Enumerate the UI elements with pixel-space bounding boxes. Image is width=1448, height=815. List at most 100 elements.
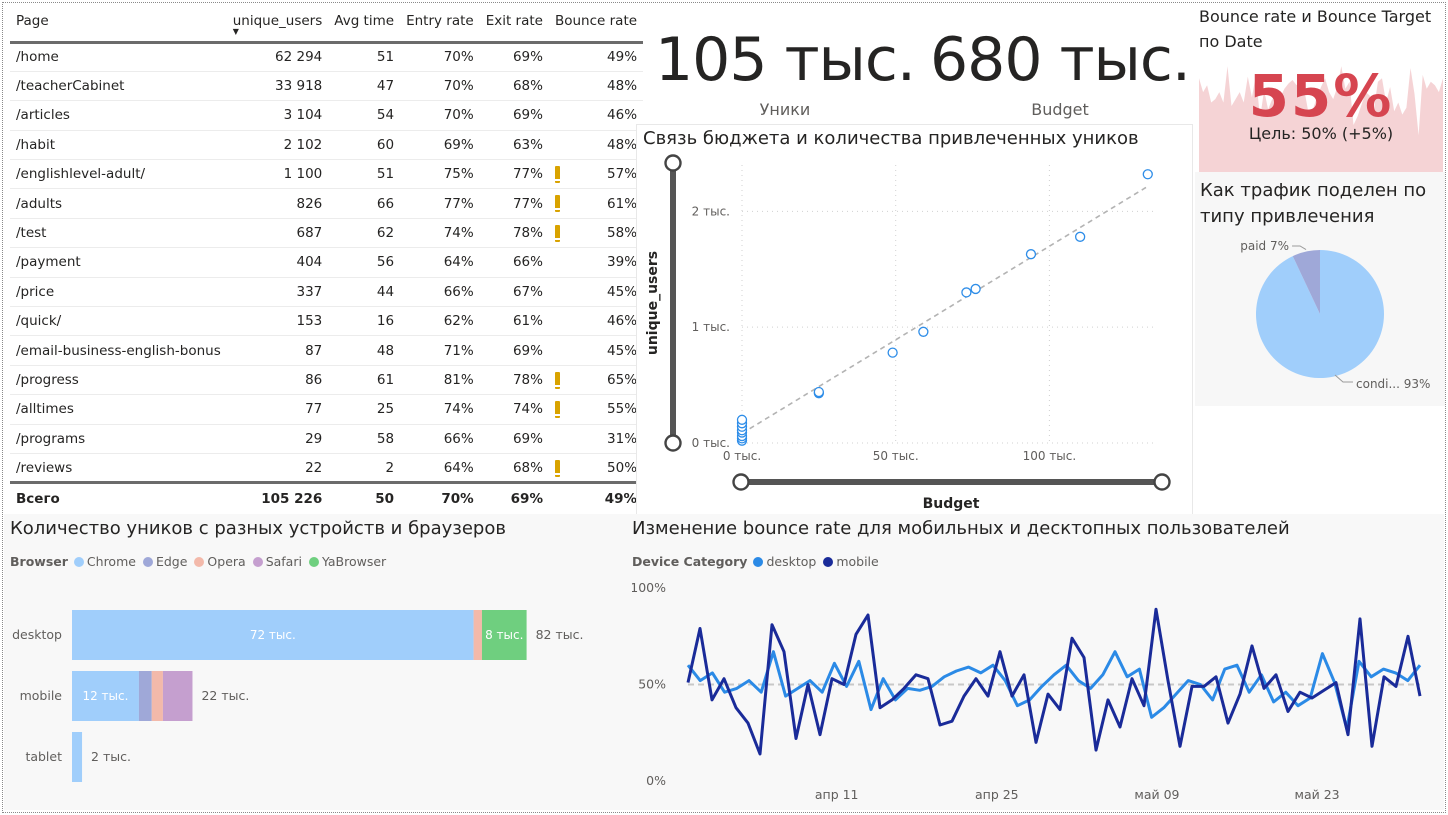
scatter-point[interactable] (813, 386, 825, 398)
scatter-point[interactable] (918, 326, 929, 337)
bounce-rate-value: 46% (607, 107, 638, 124)
entry-rate-cell: 64% (400, 247, 480, 278)
bar-legend-item-safari[interactable]: Safari (252, 554, 302, 569)
bar-segment-mobile-chrome[interactable] (72, 671, 139, 721)
x-range-slider-handle-right[interactable] (1153, 473, 1171, 491)
line-legend-item-desktop[interactable]: desktop (753, 554, 816, 569)
line-y-tick-label: 100% (632, 580, 666, 595)
total-avg-time: 50 (375, 491, 395, 508)
bounce-rate-cell: 48% (548, 130, 644, 161)
avg-time-cell: 2 (328, 453, 401, 484)
page-cell: /home (10, 42, 227, 72)
bounce-rate-value: 46% (607, 313, 638, 330)
col-unique-users-header[interactable]: unique_users ▼ (227, 6, 329, 42)
exit-rate-cell: 66% (479, 247, 549, 278)
bounce-kpi-value: 55% (1248, 62, 1394, 130)
line-x-tick-label: апр 11 (815, 787, 859, 802)
bar-segment-mobile-edge[interactable] (138, 671, 152, 721)
avg-time-cell: 58 (328, 424, 401, 454)
bounce-kpi-goal: Цель: 50% (+5%) (1248, 124, 1394, 143)
line-legend-item-mobile[interactable]: mobile (823, 554, 879, 569)
table-row[interactable]: /alltimes 77 25 74% 74% 55% (10, 394, 644, 425)
table-row[interactable]: /articles 3 104 54 70% 69% 46% (10, 100, 644, 131)
table-row[interactable]: /reviews 22 2 64% 68% 50% (10, 453, 644, 484)
scatter-x-tick-label: 100 тыс. (1023, 449, 1077, 463)
col-page-header[interactable]: Page (10, 6, 227, 42)
legend-marker-icon (823, 556, 834, 567)
scatter-point[interactable] (1074, 231, 1086, 242)
bounce-rate-cell: 50% (548, 453, 644, 484)
bar-segment-mobile-opera[interactable] (151, 671, 163, 721)
bar-legend-item-opera[interactable]: Opera (194, 554, 246, 569)
table-row[interactable]: /test 687 62 74% 78% 58% (10, 218, 644, 249)
bar-category-label: tablet (25, 749, 62, 764)
bar-legend-item-yabrowser[interactable]: YaBrowser (308, 554, 386, 569)
bar-chart: desktop 72 тыс. 8 тыс. 82 тыс. mobile 12 тыс.… (12, 610, 583, 782)
kpi-budget-value: 680 тыс. (930, 25, 1191, 95)
scatter-y-tick-label: 0 тыс. (692, 436, 730, 450)
avg-time-cell: 25 (328, 394, 401, 425)
scatter-point[interactable] (1142, 169, 1153, 180)
unique-users-cell: 153 (226, 306, 329, 337)
column-label: Bounce rate (554, 13, 638, 29)
scatter-point[interactable] (887, 347, 898, 358)
col-exit-rate-header[interactable]: Exit rate (480, 6, 549, 42)
line-x-tick-label: май 23 (1295, 787, 1340, 802)
pie-slice-paid[interactable] (1292, 250, 1320, 314)
scatter-point[interactable] (970, 283, 981, 295)
y-range-slider-handle-top[interactable] (664, 154, 682, 172)
bar-segment-desktop-chrome[interactable] (72, 610, 474, 660)
x-range-slider-handle-left[interactable] (732, 473, 750, 491)
bounce-rate-cell: 48% (548, 71, 644, 102)
bar-segment-mobile-safari[interactable] (162, 671, 193, 721)
bounce-kpi-card: Bounce rate и Bounce Target по Date 55% … (1199, 0, 1443, 172)
scatter-chart-card: 0 тыс. 1 тыс. 2 тыс. 0 тыс. 50 тыс. 100 тыс. B… (636, 124, 1193, 517)
table-row[interactable]: /englishlevel-adult/1 100 51 75% 77% 57% (10, 159, 644, 190)
bar-segment-desktop-yabrowser[interactable] (481, 610, 527, 660)
table-row[interactable]: /payment 404 56 64% 66% 39% (10, 247, 644, 278)
table-body: /home 62 294 51 70% 69% 49%/teacherCabinet 33 … (10, 42, 644, 484)
bar-segment-tablet-chrome[interactable] (72, 732, 83, 782)
table-row[interactable]: /email-business-english-bonus 87 48 71% 69% 4… (10, 335, 644, 366)
table-row[interactable]: /quick/153 16 62% 61% 46% (10, 306, 644, 337)
unique-users-cell: 87 (226, 335, 329, 366)
avg-time-cell: 54 (328, 100, 401, 131)
col-bounce-rate-header[interactable]: Bounce rate (549, 6, 643, 42)
pages-table: Page unique_users ▼ Avg time Entry rate Exit … (10, 6, 644, 514)
unique-users-cell: 826 (226, 188, 329, 219)
col-avg-time-header[interactable]: Avg time (328, 6, 400, 42)
bounce-rate-value: 48% (607, 78, 638, 95)
scatter-point[interactable] (736, 414, 748, 425)
bar-title: Количество уников с разных устройств и б… (10, 518, 506, 539)
table-row[interactable]: /progress 86 61 81% 78% 65% (10, 365, 644, 396)
table-row[interactable]: /price 337 44 66% 67% 45% (10, 277, 644, 308)
legend-marker-icon (73, 556, 84, 567)
exit-rate-cell: 69% (479, 424, 549, 454)
exit-rate-cell: 77% (479, 188, 549, 219)
y-range-slider-handle-bottom[interactable] (664, 434, 682, 452)
page-cell: /price (10, 277, 227, 308)
table-row[interactable]: /teacherCabinet 33 918 47 70% 68% 48% (10, 71, 644, 102)
bar-legend-item-chrome[interactable]: Chrome (73, 554, 136, 569)
sort-descending-icon[interactable]: ▼ (232, 27, 239, 36)
page-cell: /articles (10, 100, 227, 131)
scatter-point[interactable] (961, 287, 972, 298)
bar-legend-item-edge[interactable]: Edge (142, 554, 187, 569)
bar-category-label: mobile (20, 688, 63, 703)
scatter-point[interactable] (1025, 249, 1037, 260)
table-row[interactable]: /habit 2 102 60 69% 63% 48% (10, 130, 644, 161)
column-label: Avg time (334, 13, 395, 29)
col-entry-rate-header[interactable]: Entry rate (400, 6, 480, 42)
entry-rate-cell: 70% (400, 71, 480, 102)
table-row[interactable]: /adults 826 66 77% 77% 61% (10, 188, 644, 219)
line-y-tick-label: 50% (638, 677, 666, 692)
table-row[interactable]: /home 62 294 51 70% 69% 49% (10, 42, 644, 72)
table-header-row: Page unique_users ▼ Avg time Entry rate Exit … (10, 6, 644, 42)
table-row[interactable]: /programs 29 58 66% 69% 31% (10, 424, 644, 454)
line-series-desktop[interactable] (686, 650, 1422, 731)
bounce-rate-value: 61% (607, 195, 638, 212)
bar-segment-desktop-opera[interactable] (473, 610, 482, 660)
line-series-mobile[interactable] (686, 607, 1422, 756)
page-cell: /adults (10, 188, 227, 219)
bar-segment-label: 8 тыс. (485, 628, 523, 642)
